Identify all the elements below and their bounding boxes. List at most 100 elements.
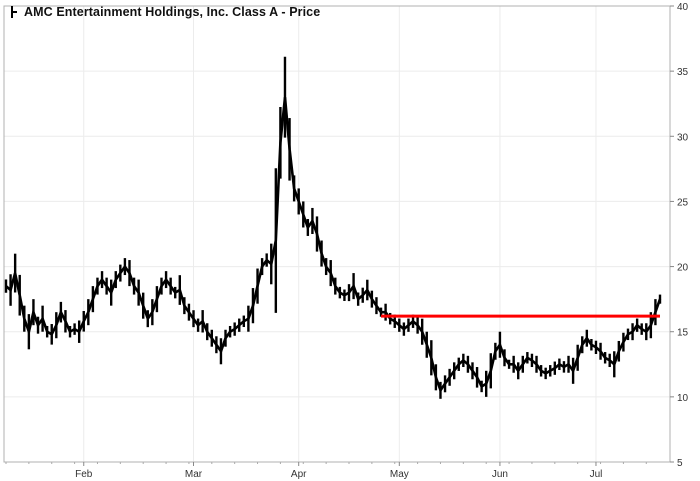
price-point [41,318,44,320]
price-point [229,331,231,333]
price-point [46,331,48,333]
price-point [270,263,272,265]
price-point [206,331,208,333]
price-point [28,331,30,333]
price-point [330,272,332,274]
y-tick-label: 35 [677,67,689,78]
price-point [421,331,423,333]
price-point [567,363,570,365]
price-point [384,311,387,313]
price-point [357,298,359,300]
price-point [554,367,556,369]
axis-layer: 5 10 15 20 25 30 35 40 Feb Mar Apr May Jun Jul [5,2,689,480]
price-point [490,370,492,372]
price-point [5,285,7,287]
price-point [481,385,483,388]
price-point [508,363,510,365]
price-point [375,305,378,307]
price-point [9,289,12,291]
price-point [284,96,286,98]
price-point [449,376,451,378]
x-tick-label: Mar [185,469,203,480]
price-point [522,363,524,365]
price-point [325,265,327,268]
price-point [513,363,515,365]
price-point [334,285,336,287]
y-tick-label: 30 [677,132,689,143]
price-point [133,285,135,287]
price-point [288,148,291,150]
price-point [96,285,99,287]
price-point [343,294,346,296]
price-point [55,324,57,326]
price-point [215,344,217,346]
price-point [64,320,67,322]
price-point [622,341,625,343]
price-point [439,389,442,391]
price-point [535,363,538,365]
price-point [92,298,94,300]
price-point [654,311,657,313]
price-point [23,318,25,320]
price-point [115,279,117,281]
price-point [101,279,103,281]
price-point [549,370,551,372]
price-point [174,292,176,294]
price-point [252,305,254,307]
price-point [160,285,163,287]
price-point [394,320,396,322]
price-point [430,357,432,359]
price-point [220,350,222,352]
price-point [69,331,71,333]
chart-title-area: AMC Entertainment Holdings, Inc. Class A… [8,5,320,19]
y-tick-label: 15 [677,328,689,339]
price-point [581,344,583,346]
price-point [124,265,126,268]
price-point [83,320,85,322]
price-point [476,376,478,378]
price-point [572,370,574,372]
price-point [604,357,606,359]
price-point [389,318,391,320]
grid-layer [4,6,670,462]
price-point [563,366,565,368]
x-tick-label: Jun [492,469,508,480]
price-point [37,324,39,326]
price-point [627,333,629,335]
price-point [156,298,158,300]
price-point [78,331,80,333]
price-point [211,337,213,339]
chart-title: AMC Entertainment Holdings, Inc. Class A… [24,5,321,19]
price-point [179,289,181,291]
y-tick-label: 40 [677,2,689,13]
price-point [403,328,405,330]
price-point [243,320,245,322]
price-point [165,279,167,281]
x-tick-label: Apr [291,469,307,480]
price-point [128,272,131,274]
price-point [417,324,419,326]
price-series-line [5,97,662,394]
price-point [307,226,309,229]
price-point [147,318,149,320]
price-point [197,324,199,326]
price-point [279,142,282,144]
price-point [426,344,428,346]
price-point [311,220,314,222]
price-point [467,363,469,365]
price-point [192,318,195,320]
price-point [110,292,112,294]
price-point [435,376,437,378]
price-point [558,363,560,365]
y-tick-label: 10 [677,393,689,404]
price-point [485,383,487,385]
price-point [238,324,240,326]
price-point [444,383,446,385]
price-point [138,292,140,294]
price-point [183,305,185,307]
price-point [531,359,533,361]
price-point [645,331,647,333]
price-point [371,298,373,300]
price-point [540,370,542,372]
